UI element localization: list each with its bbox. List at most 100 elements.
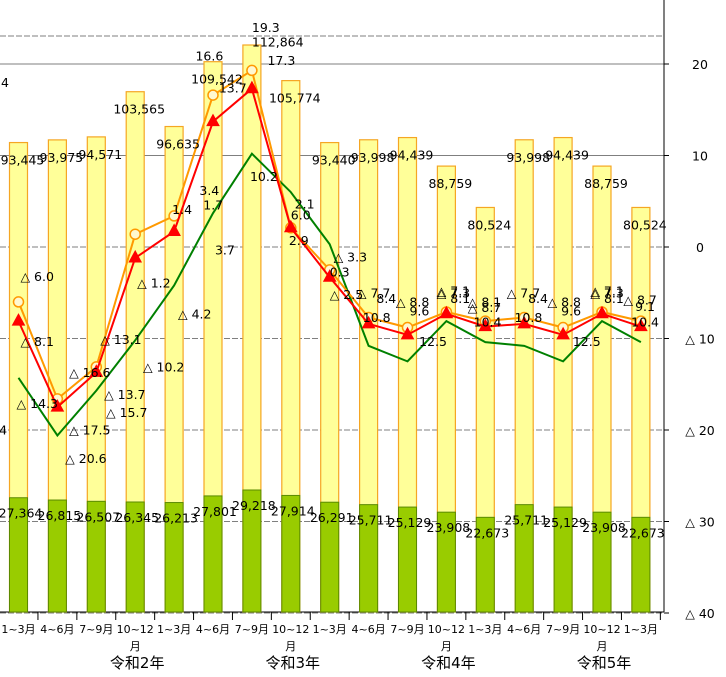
marker-red-10: [400, 326, 415, 340]
category-label-15-line2: 月: [597, 640, 608, 653]
green-bar-16: [631, 516, 651, 613]
annotation-35: 12.5: [419, 334, 447, 349]
annotation-30: △ 7.7: [357, 285, 390, 300]
category-label-14: 7~9月: [546, 623, 580, 636]
annotation-25: △ 10.2: [143, 359, 184, 374]
annotation-42: △ 7.7: [507, 285, 540, 300]
marker-red-6: [245, 80, 259, 94]
annotation-18: △ 16.6: [69, 365, 110, 380]
annotation-14: △ 6.0: [20, 269, 54, 284]
right-tick-label-4: △ 20: [685, 423, 715, 438]
total-bar-label-0: 93,445: [1, 153, 45, 168]
green-bar-13: [514, 504, 534, 613]
total-bar-label-7: 105,774: [269, 91, 321, 106]
green-bar-label-15: 23,908: [582, 520, 626, 535]
green-bar-11: [436, 511, 456, 613]
annotation-41: 10.4: [474, 315, 502, 330]
green-bar-7: [281, 494, 301, 613]
green-bar-label-4: 26,213: [154, 511, 198, 526]
category-label-2: 7~9月: [79, 623, 113, 636]
marker-red-15: [595, 305, 609, 319]
annotation-12: 6.0: [291, 208, 311, 223]
marker-red-12: [478, 318, 493, 332]
annotation-29: △ 2.5: [330, 287, 363, 302]
green-bar-12: [475, 516, 495, 613]
marker-orange-5: [207, 89, 219, 101]
total-bar-label-13: 93,998: [506, 150, 550, 165]
green-bar-label-6: 29,218: [232, 498, 276, 513]
annotation-31: 8.4: [376, 291, 396, 306]
right-tick-label-2: 0: [696, 240, 704, 255]
annotation-24: △ 1.2: [137, 275, 170, 290]
annotation-7: 3.4: [199, 183, 219, 198]
annotation-8: 1.7: [203, 197, 223, 212]
green-bar-14: [553, 506, 573, 613]
annotation-51: △ 8.7: [623, 293, 656, 308]
total-bar-label-4: 96,635: [156, 137, 200, 152]
annotation-45: △ 8.8: [548, 294, 582, 309]
annotation-52: 9.1: [635, 299, 655, 314]
category-label-6: 7~9月: [235, 623, 269, 636]
category-label-4: 1~3月: [157, 623, 191, 636]
category-label-7-line2: 月: [285, 640, 296, 653]
right-tick-label-1: 10: [692, 149, 708, 164]
annotation-53: 10.4: [631, 315, 659, 330]
green-bar-label-13: 25,711: [504, 513, 548, 528]
annotation-36: △ 7.1: [437, 283, 470, 298]
annotation-0: 4: [1, 75, 9, 90]
marker-orange-3: [129, 228, 141, 240]
green-bar-10: [398, 506, 417, 613]
annotation-37: △ 7.3: [437, 285, 470, 300]
category-label-16: 1~3月: [624, 623, 658, 636]
annotation-10: 10.2: [250, 169, 278, 184]
green-bar-label-8: 26,291: [310, 510, 354, 525]
category-label-10: 7~9月: [390, 623, 424, 636]
green-bar-label-0: 27,364: [0, 506, 42, 521]
marker-red-5: [206, 113, 220, 127]
green-bar-label-11: 23,908: [427, 520, 471, 535]
annotation-22: △ 13.7: [104, 387, 145, 402]
x-ticks: [37, 612, 661, 620]
annotation-32: 10.8: [363, 310, 391, 325]
total-bar-label-1: 93,975: [40, 150, 84, 165]
annotation-6: 1.4: [172, 202, 192, 217]
annotation-43: 8.4: [528, 291, 548, 306]
category-label-11: 10~12: [428, 623, 465, 636]
green-bar-label-7: 27,914: [271, 503, 315, 518]
annotation-46: 9.6: [561, 304, 581, 319]
marker-red-7: [283, 219, 298, 233]
right-tick-label-6: △ 40: [685, 606, 715, 621]
green-bar-label-3: 26,345: [115, 510, 159, 525]
category-label-9: 4~6月: [351, 623, 385, 636]
annotation-2: 19.3: [252, 20, 280, 35]
category-label-0: 1~3月: [1, 623, 35, 636]
marker-red-2: [89, 364, 104, 377]
annotation-21: △ 13.1: [100, 332, 141, 347]
marker-red-3: [128, 249, 143, 263]
total-bar-label-10: 94,439: [390, 148, 434, 163]
line-green: [17, 152, 642, 438]
annotation-9: 3.7: [215, 242, 235, 257]
annotation-16: △ 14.3: [17, 396, 58, 411]
category-label-3: 10~12: [117, 623, 154, 636]
annotation-11: 2.1: [295, 197, 315, 212]
marker-orange-6: [246, 64, 258, 77]
green-bar-15: [592, 511, 612, 613]
marker-red-0: [11, 313, 26, 326]
annotation-47: 12.5: [573, 334, 601, 349]
category-label-1: 4~6月: [40, 623, 74, 636]
marker-red-16: [634, 318, 648, 332]
marker-red-9: [361, 315, 376, 329]
annotation-4: 17.3: [267, 53, 295, 68]
marker-orange-0: [12, 296, 25, 308]
green-bar-0: [9, 497, 28, 613]
right-tick-label-0: 20: [692, 57, 708, 72]
green-bar-5: [203, 495, 223, 613]
green-bar-label-1: 26,815: [38, 508, 82, 523]
total-bar-label-12: 80,524: [467, 217, 511, 232]
green-bar-8: [320, 501, 340, 613]
annotation-38: 8.1: [450, 291, 470, 306]
year-label-3: 令和5年: [577, 654, 632, 672]
category-label-13: 4~6月: [507, 623, 541, 636]
